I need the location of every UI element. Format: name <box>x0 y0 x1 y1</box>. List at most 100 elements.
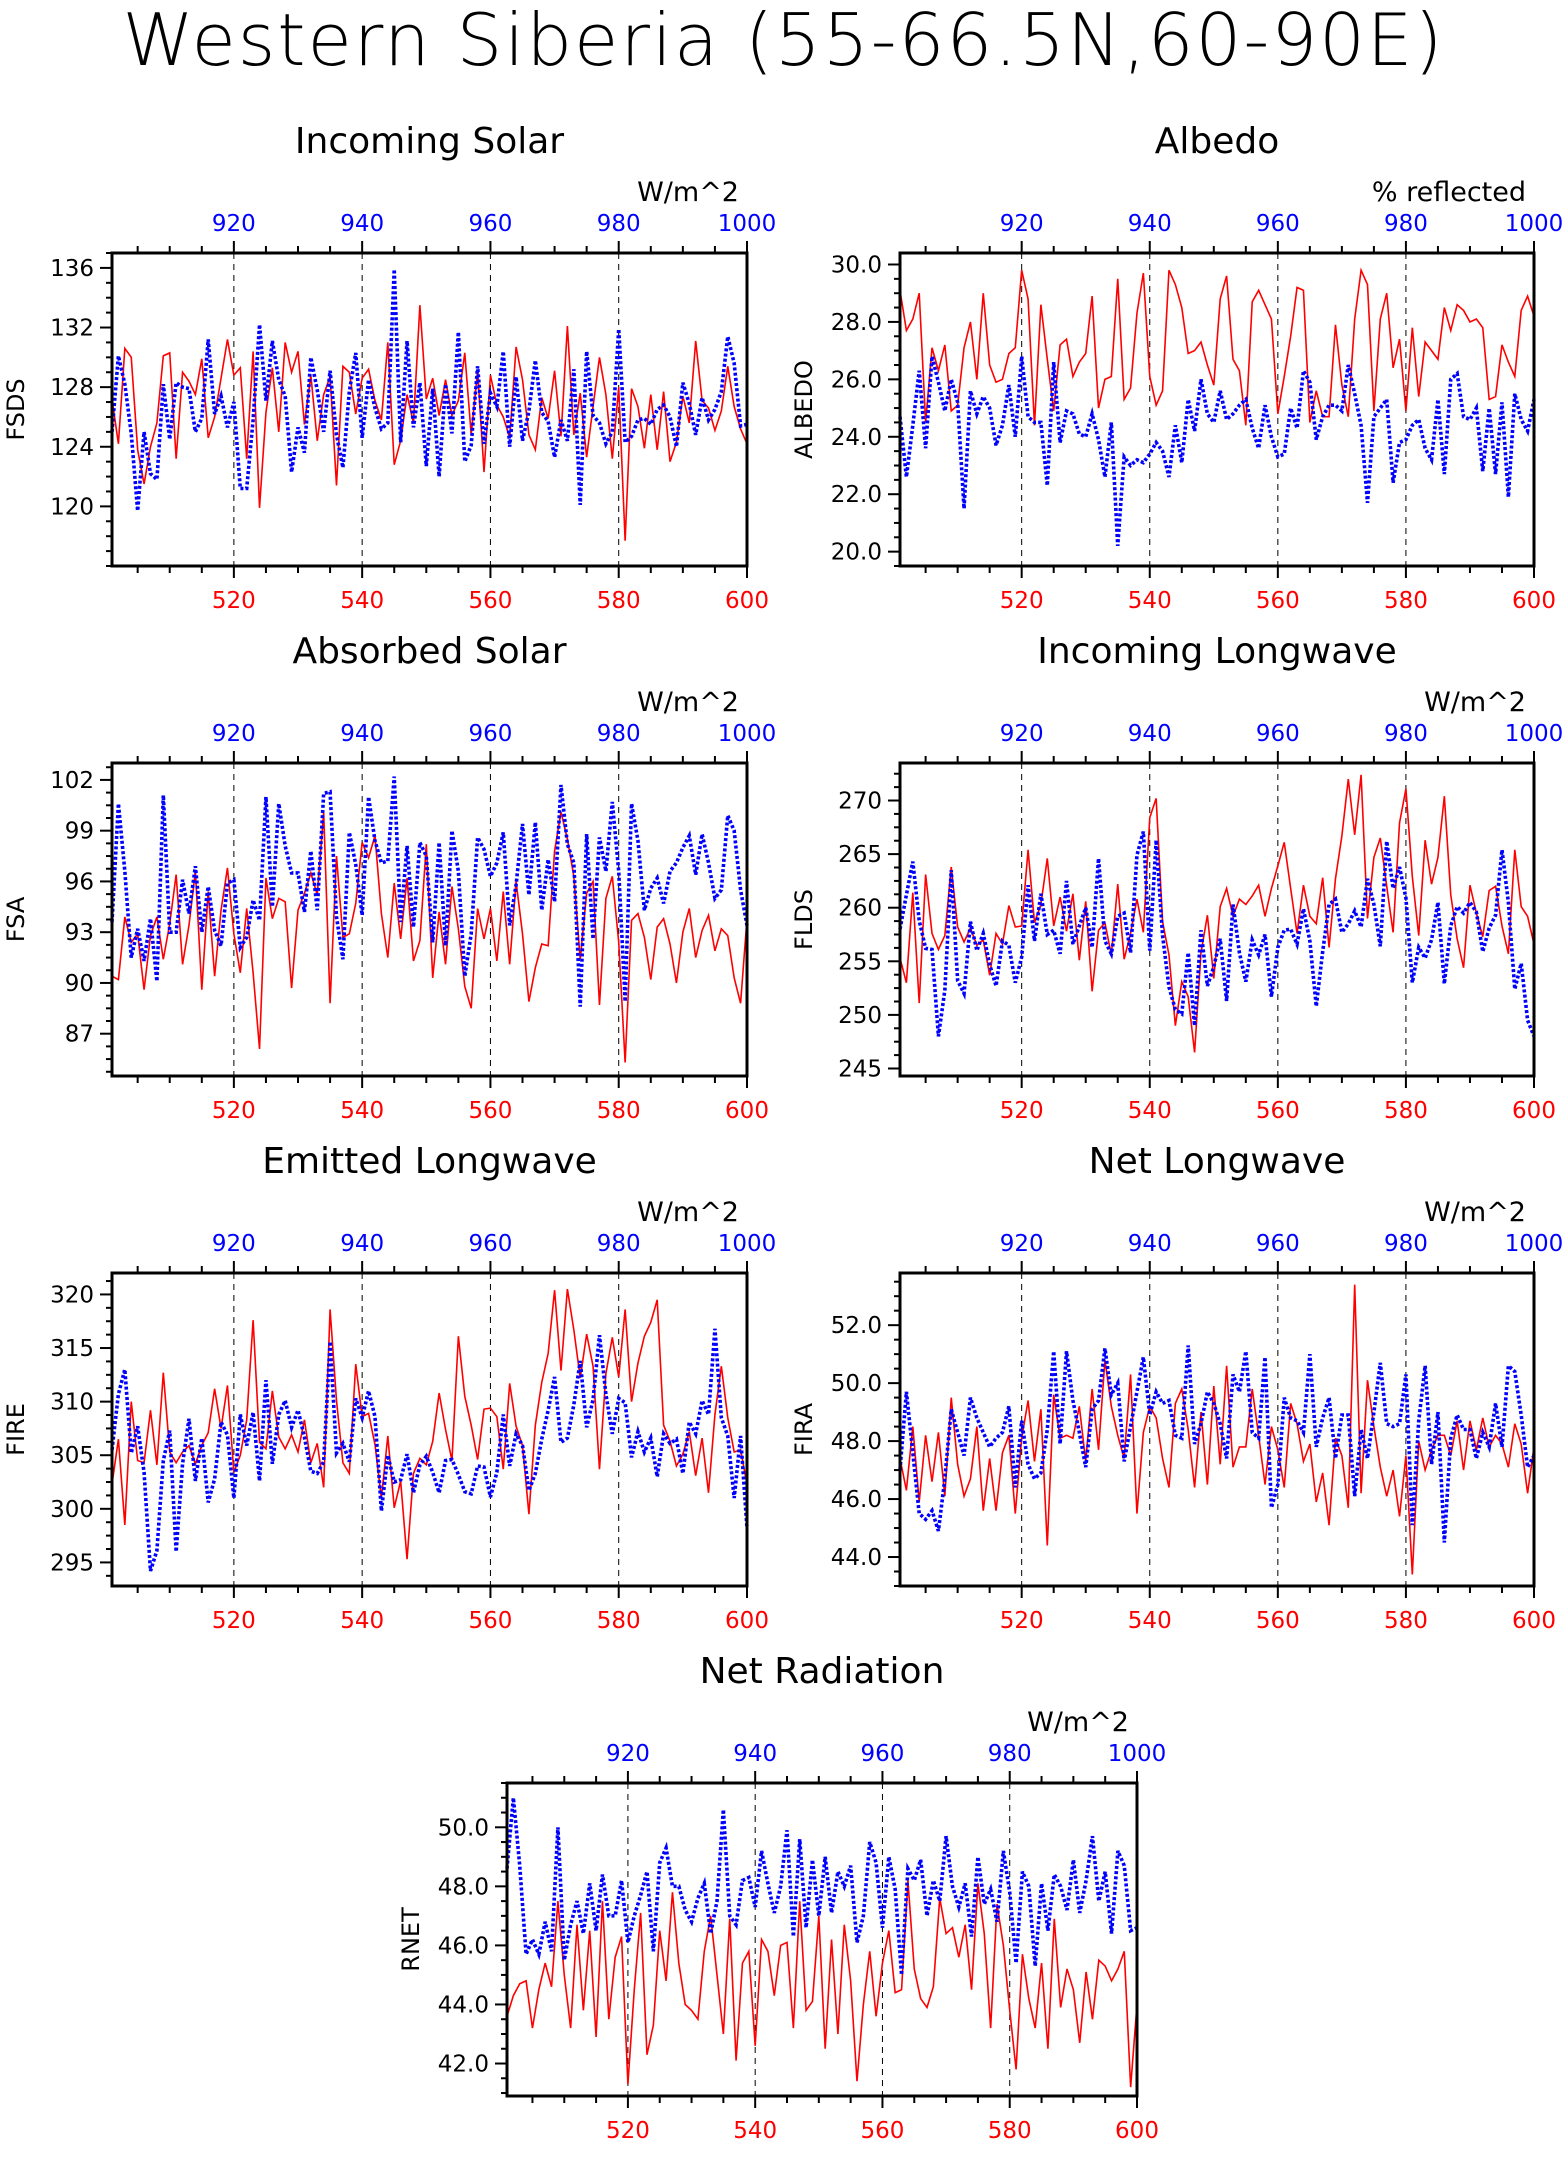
net-longwave-top-tick-label: 1000 <box>1505 1231 1564 1257</box>
albedo-top-tick-label: 920 <box>1000 211 1044 237</box>
net-longwave-series-bottom-axis-solid <box>899 1284 1535 1575</box>
emitted-longwave-y-tick-label: 300 <box>50 1497 94 1523</box>
net-longwave-bottom-tick-label: 540 <box>1128 1608 1172 1634</box>
net-longwave-top-tick-label: 980 <box>1384 1231 1428 1257</box>
net-longwave-y-axis-label: FIRA <box>790 1402 818 1456</box>
net-longwave-top-tick-label: 920 <box>1000 1231 1044 1257</box>
absorbed-solar-y-tick-label: 96 <box>65 869 94 895</box>
emitted-longwave-y-tick-label: 305 <box>50 1443 94 1469</box>
incoming-longwave-plot-frame <box>898 761 1536 1078</box>
net-radiation-y-tick-label: 48.0 <box>438 1874 489 1900</box>
albedo-series-bottom-axis-solid <box>899 267 1535 426</box>
incoming-solar-bottom-tick-label: 600 <box>725 588 769 614</box>
emitted-longwave-series-bottom-axis-solid <box>111 1288 748 1560</box>
incoming-longwave-y-tick-label: 250 <box>838 1003 882 1029</box>
absorbed-solar-top-tick-label: 920 <box>212 721 256 747</box>
albedo-y-axis-label: ALBEDO <box>790 360 818 459</box>
incoming-solar-y-tick-label: 124 <box>50 435 94 461</box>
albedo-bottom-tick-label: 520 <box>1000 588 1044 614</box>
incoming-longwave-y-tick-label: 255 <box>838 949 882 975</box>
net-longwave-y-tick-label: 44.0 <box>831 1545 882 1571</box>
albedo-y-tick-label: 28.0 <box>831 310 882 336</box>
emitted-longwave-bottom-tick-label: 520 <box>212 1608 256 1634</box>
albedo-title: Albedo <box>1155 121 1280 162</box>
incoming-solar-bottom-tick-label: 540 <box>340 588 384 614</box>
emitted-longwave-y-tick-label: 315 <box>50 1336 94 1362</box>
incoming-longwave-bottom-tick-label: 540 <box>1128 1098 1172 1124</box>
emitted-longwave-y-tick-label: 310 <box>50 1390 94 1416</box>
net-radiation-top-tick-label: 980 <box>988 1741 1032 1767</box>
net-radiation-unit-label: W/m^2 <box>1027 1707 1129 1738</box>
incoming-longwave-bottom-tick-label: 560 <box>1256 1098 1300 1124</box>
emitted-longwave-y-tick-label: 295 <box>50 1550 94 1576</box>
incoming-solar-plot-frame <box>110 251 749 568</box>
albedo-bottom-tick-label: 600 <box>1512 588 1556 614</box>
net-longwave-y-tick-label: 52.0 <box>831 1313 882 1339</box>
albedo-y-tick-label: 24.0 <box>831 425 882 451</box>
incoming-solar-y-axis-label: FSDS <box>2 378 30 440</box>
incoming-longwave-bottom-tick-label: 600 <box>1512 1098 1556 1124</box>
absorbed-solar-unit-label: W/m^2 <box>637 687 739 718</box>
net-radiation-bottom-tick-label: 540 <box>733 2118 777 2144</box>
absorbed-solar-top-tick-label: 980 <box>597 721 641 747</box>
incoming-solar-title: Incoming Solar <box>295 121 564 162</box>
page-title: Western Siberia (55-66.5N,60-90E) <box>122 0 1445 82</box>
emitted-longwave-y-tick-label: 320 <box>50 1282 94 1308</box>
emitted-longwave-top-tick-label: 1000 <box>718 1231 777 1257</box>
net-radiation-series-bottom-axis-solid <box>506 1880 1138 2088</box>
absorbed-solar-top-tick-label: 940 <box>340 721 384 747</box>
albedo-bottom-tick-label: 580 <box>1384 588 1428 614</box>
incoming-longwave-bottom-tick-label: 520 <box>1000 1098 1044 1124</box>
absorbed-solar-y-axis-label: FSA <box>2 896 30 942</box>
chart-incoming-longwave: Incoming Longwave W/m^2 FLDS 520 540 560 580 60… <box>790 631 1563 1124</box>
emitted-longwave-top-tick-label: 940 <box>340 1231 384 1257</box>
absorbed-solar-bottom-tick-label: 520 <box>212 1098 256 1124</box>
chart-net-longwave: Net Longwave W/m^2 FIRA 520 540 560 580 600 920 9… <box>790 1141 1564 1634</box>
emitted-longwave-unit-label: W/m^2 <box>637 1197 739 1228</box>
incoming-longwave-top-tick-label: 980 <box>1384 721 1428 747</box>
net-longwave-plot-frame <box>898 1271 1536 1588</box>
absorbed-solar-y-tick-label: 93 <box>65 920 94 946</box>
emitted-longwave-bottom-tick-label: 600 <box>725 1608 769 1634</box>
net-radiation-top-tick-label: 920 <box>606 1741 650 1767</box>
albedo-y-tick-label: 30.0 <box>831 252 882 278</box>
albedo-y-tick-label: 22.0 <box>831 482 882 508</box>
incoming-longwave-y-tick-label: 270 <box>838 789 882 815</box>
absorbed-solar-y-tick-label: 87 <box>65 1022 94 1048</box>
absorbed-solar-y-tick-label: 102 <box>50 768 94 794</box>
net-radiation-top-tick-label: 960 <box>861 1741 905 1767</box>
panel-incoming-longwave: Incoming Longwave W/m^2 FLDS 520 540 560 580 60… <box>787 620 1567 1180</box>
emitted-longwave-y-axis-label: FIRE <box>2 1403 30 1456</box>
incoming-solar-y-tick-label: 136 <box>50 256 94 282</box>
incoming-longwave-top-tick-label: 940 <box>1128 721 1172 747</box>
incoming-longwave-y-tick-label: 260 <box>838 896 882 922</box>
panel-net-radiation: Net Radiation W/m^2 RNET 520 540 560 580 600 920… <box>390 1640 1170 2160</box>
net-radiation-top-tick-label: 940 <box>733 1741 777 1767</box>
net-radiation-y-tick-label: 50.0 <box>438 1815 489 1841</box>
incoming-solar-top-tick-label: 960 <box>468 211 512 237</box>
net-radiation-bottom-tick-label: 600 <box>1115 2118 1159 2144</box>
incoming-longwave-unit-label: W/m^2 <box>1424 687 1526 718</box>
chart-net-radiation: Net Radiation W/m^2 RNET 520 540 560 580 600 920… <box>397 1651 1166 2144</box>
panel-absorbed-solar: Absorbed Solar W/m^2 FSA 520 540 560 580 600 920… <box>0 620 780 1180</box>
net-radiation-bottom-tick-label: 560 <box>861 2118 905 2144</box>
emitted-longwave-bottom-tick-label: 560 <box>468 1608 512 1634</box>
absorbed-solar-top-tick-label: 960 <box>468 721 512 747</box>
absorbed-solar-series-top-axis-dotted <box>110 776 749 1007</box>
net-radiation-y-axis-label: RNET <box>397 1907 425 1972</box>
absorbed-solar-bottom-tick-label: 540 <box>340 1098 384 1124</box>
incoming-longwave-top-tick-label: 920 <box>1000 721 1044 747</box>
net-radiation-y-tick-label: 44.0 <box>438 1992 489 2018</box>
incoming-longwave-y-axis-label: FLDS <box>790 889 818 950</box>
chart-albedo: Albedo % reflected ALBEDO 520 540 560 580 600 92… <box>790 121 1563 614</box>
incoming-solar-bottom-tick-label: 580 <box>597 588 641 614</box>
net-radiation-bottom-tick-label: 580 <box>988 2118 1032 2144</box>
incoming-solar-top-tick-label: 1000 <box>718 211 777 237</box>
incoming-solar-series-top-axis-dotted <box>110 269 748 511</box>
net-radiation-y-tick-label: 42.0 <box>438 2052 489 2078</box>
net-longwave-top-tick-label: 940 <box>1128 1231 1172 1257</box>
net-radiation-y-tick-label: 46.0 <box>438 1933 489 1959</box>
absorbed-solar-bottom-tick-label: 600 <box>725 1098 769 1124</box>
absorbed-solar-title: Absorbed Solar <box>292 631 566 672</box>
absorbed-solar-bottom-tick-label: 580 <box>597 1098 641 1124</box>
